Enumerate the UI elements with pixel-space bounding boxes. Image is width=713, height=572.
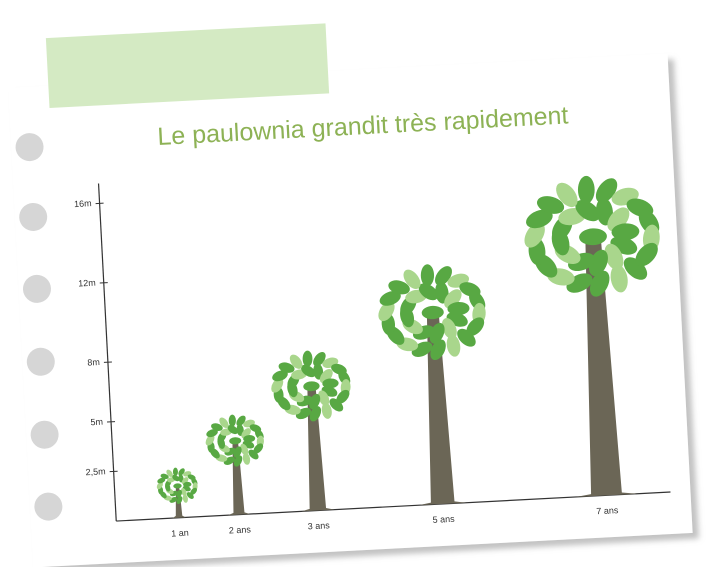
leaf [173,468,178,476]
leaf [303,351,313,367]
y-tick-label: 16m [74,198,92,209]
x-tick-label: 5 ans [432,514,455,525]
leaf [421,264,434,286]
infographic: Le paulownia grandit très rapidement 2,5… [0,0,713,567]
y-tick-label: 5m [90,417,103,428]
x-tick-label: 2 ans [229,524,252,535]
x-tick-label: 3 ans [308,520,331,531]
y-tick-label: 12m [78,278,96,289]
leaf [229,415,236,427]
tape [46,23,329,108]
x-tick-label: 1 an [171,528,189,539]
leaf [578,176,595,204]
y-tick-label: 8m [87,357,100,368]
card: Le paulownia grandit très rapidement 2,5… [6,6,693,567]
x-tick-label: 7 ans [596,505,619,516]
y-tick-label: 2,5m [85,466,106,477]
